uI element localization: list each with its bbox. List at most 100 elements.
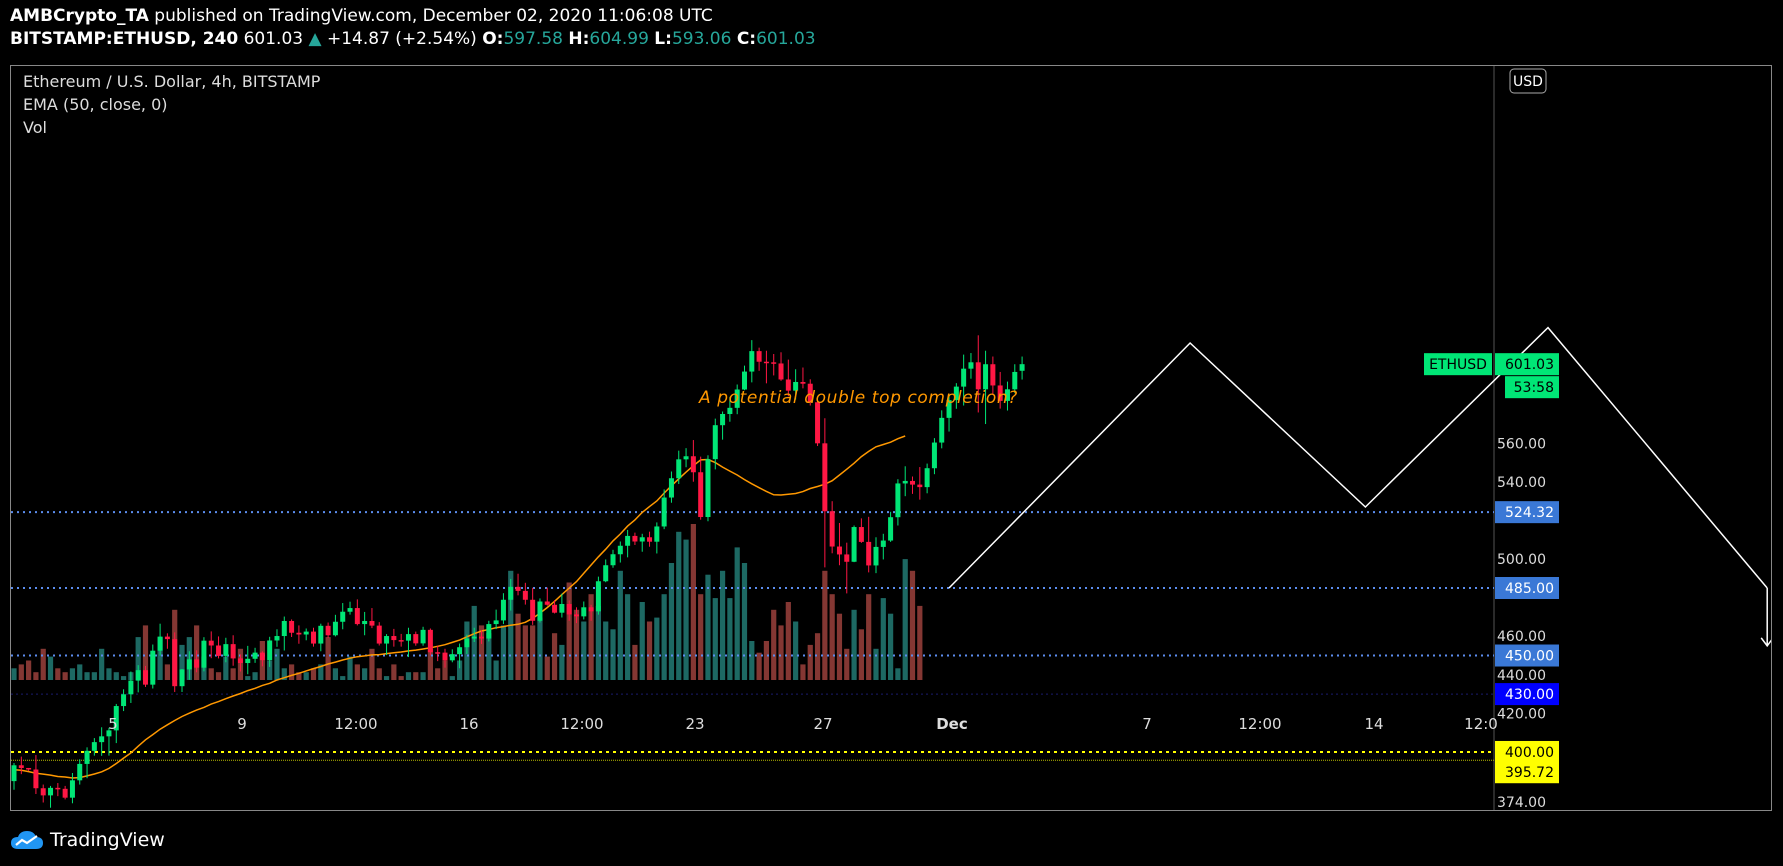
currency-label: USD xyxy=(1513,74,1543,90)
x-tick-label: 12:00 xyxy=(334,715,377,733)
chart-panel[interactable]: A potential double top completion? 374.00… xyxy=(10,65,1772,811)
candle-body xyxy=(142,670,148,685)
tradingview-logo[interactable]: TradingView xyxy=(10,826,165,854)
candle-body xyxy=(208,640,214,646)
candle-body xyxy=(625,535,631,546)
chart-title: Ethereum / U.S. Dollar, 4h, BITSTAMP xyxy=(23,72,321,91)
candle-body xyxy=(442,652,448,661)
price-badge-395.72 xyxy=(1495,761,1559,784)
volume-bar xyxy=(471,605,477,680)
price-badge-label: 400.00 xyxy=(1505,745,1554,761)
candle-body xyxy=(296,632,302,635)
candle-body xyxy=(135,670,141,681)
volume-bar xyxy=(449,676,455,680)
volume-bar xyxy=(668,563,675,680)
low-label: L: xyxy=(654,29,672,49)
candle xyxy=(99,727,105,756)
candle-body xyxy=(880,540,886,547)
candle xyxy=(625,529,631,558)
high-label: H: xyxy=(568,29,590,49)
volume-bar xyxy=(442,660,448,680)
candle-body xyxy=(267,640,273,661)
candle xyxy=(763,350,769,384)
volume-bar xyxy=(55,668,61,680)
candle xyxy=(201,637,207,672)
candle xyxy=(785,359,791,397)
candle-body xyxy=(654,526,660,542)
volume-bar xyxy=(559,644,565,680)
candle-body xyxy=(566,604,572,615)
candle xyxy=(11,762,17,790)
candle xyxy=(639,533,645,552)
candle xyxy=(157,623,163,656)
volume-bar xyxy=(120,676,127,680)
price-chart[interactable]: A potential double top completion? 374.00… xyxy=(11,66,1771,810)
candle-body xyxy=(252,652,258,659)
volume-bar xyxy=(771,609,777,680)
y-tick-label: 540.00 xyxy=(1497,475,1546,491)
candle-body xyxy=(464,638,470,648)
candle-body xyxy=(274,636,280,641)
volume-bar xyxy=(880,598,886,680)
candle-body xyxy=(281,620,287,637)
arrow-down-icon xyxy=(1760,637,1771,648)
candle xyxy=(990,356,996,396)
candle xyxy=(449,649,455,663)
candle xyxy=(566,600,572,621)
candle xyxy=(778,352,784,381)
volume-bar xyxy=(420,672,426,680)
candle xyxy=(844,542,850,594)
candle xyxy=(1012,364,1018,394)
candle xyxy=(362,611,368,636)
volume-bar xyxy=(537,617,543,680)
candle xyxy=(150,644,156,689)
candle xyxy=(179,669,185,692)
candle xyxy=(771,354,777,376)
candle-body xyxy=(121,694,127,707)
candle-body xyxy=(106,730,112,737)
volume-bar xyxy=(318,664,324,680)
candle-body xyxy=(332,621,338,636)
volume-bar xyxy=(683,539,689,680)
volume-bar xyxy=(391,664,397,680)
candle-body xyxy=(384,636,390,644)
candle-body xyxy=(508,586,514,600)
volume-bar xyxy=(303,672,309,680)
ema-legend[interactable]: EMA (50, close, 0) xyxy=(23,95,168,114)
volume-bar xyxy=(376,668,382,680)
last-price: 601.03 xyxy=(243,29,304,49)
price-badge-430.00 xyxy=(1495,683,1559,706)
currency-button xyxy=(1509,68,1547,94)
volume-bar xyxy=(522,625,528,680)
candle-body xyxy=(216,645,222,656)
candle-body xyxy=(405,634,411,641)
candle-body xyxy=(661,497,667,527)
candle xyxy=(186,651,192,680)
candle xyxy=(106,727,112,756)
candle xyxy=(471,627,477,643)
candle xyxy=(208,631,214,659)
candle xyxy=(793,369,799,400)
candle xyxy=(676,450,682,485)
volume-bar xyxy=(712,598,718,680)
candle xyxy=(318,623,324,652)
vol-legend[interactable]: Vol xyxy=(23,118,47,137)
candle-body xyxy=(201,640,207,668)
volume-bar xyxy=(719,570,726,680)
price-badge-label: 430.00 xyxy=(1505,687,1554,703)
volume-bar xyxy=(26,660,32,680)
candle-body xyxy=(793,381,799,391)
candle-body xyxy=(18,765,24,768)
author-name[interactable]: AMBCrypto_TA xyxy=(10,6,149,26)
volume-bar xyxy=(91,672,97,680)
candle-body xyxy=(420,629,426,644)
candle-body xyxy=(822,443,828,512)
candle-body xyxy=(603,565,609,582)
price-badge-label: 395.72 xyxy=(1505,765,1554,781)
candle-body xyxy=(939,417,945,443)
high-value: 604.99 xyxy=(589,29,649,49)
candle xyxy=(340,603,346,630)
volume-bar xyxy=(749,641,755,680)
candle-body xyxy=(946,400,952,418)
candle xyxy=(237,654,243,672)
